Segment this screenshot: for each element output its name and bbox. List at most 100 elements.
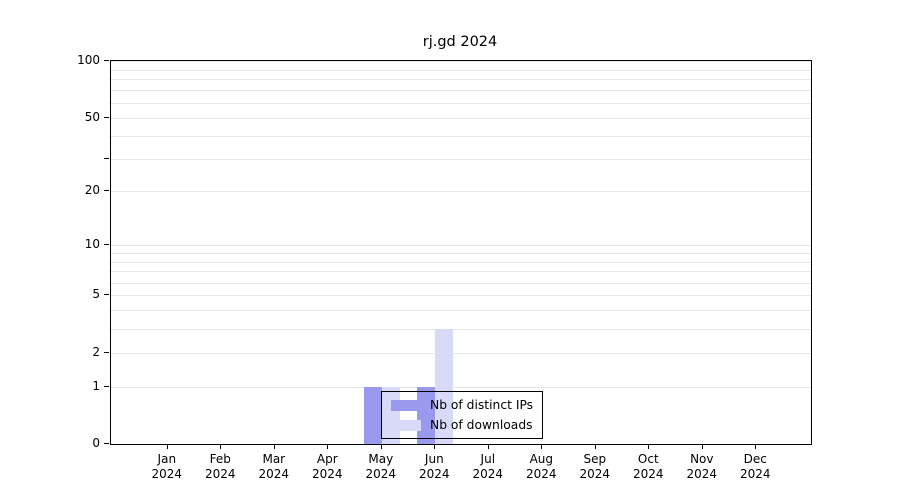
x-tick-month: Oct — [637, 452, 659, 466]
y-tick-label: 1 — [92, 378, 100, 393]
legend-label-distinct-ips: Nb of distinct IPs — [430, 398, 534, 412]
x-tick-mark — [541, 444, 543, 449]
x-tick-month: Aug — [529, 452, 554, 466]
legend-swatch-downloads-icon — [391, 419, 421, 431]
gridline — [111, 102, 811, 104]
y-tick-mark — [104, 158, 109, 159]
y-tick-mark — [104, 443, 109, 444]
x-tick-label-sep: Sep 2024 — [563, 452, 627, 482]
x-tick-label-jul: Jul 2024 — [456, 452, 520, 482]
y-tick-mark — [104, 351, 109, 353]
x-tick-year: 2024 — [205, 467, 236, 481]
x-tick-year: 2024 — [419, 467, 450, 481]
gridline — [111, 117, 811, 119]
gridline — [111, 61, 811, 62]
x-tick-mark — [434, 444, 436, 449]
chart-title: rj.gd 2024 — [422, 34, 498, 50]
x-tick-month: May — [368, 452, 394, 466]
x-tick-mark — [755, 444, 757, 449]
x-tick-mark — [701, 444, 703, 449]
x-tick-label-apr: Apr 2024 — [295, 452, 359, 482]
x-tick-month: Jul — [480, 452, 496, 466]
x-tick-label-dec: Dec 2024 — [723, 452, 787, 482]
y-tick-mark — [104, 116, 109, 118]
gridline — [111, 79, 811, 81]
x-tick-label-jun: Jun 2024 — [402, 452, 466, 482]
gridline — [111, 329, 811, 330]
x-tick-year: 2024 — [526, 467, 557, 481]
y-tick-mark — [104, 60, 109, 61]
x-tick-month: Sep — [583, 452, 607, 466]
bar-jun-distinct-ips — [417, 386, 436, 444]
x-tick-mark — [166, 444, 168, 449]
x-tick-mark — [594, 444, 596, 449]
gridline — [111, 352, 811, 354]
gridline — [111, 386, 811, 388]
y-tick-label: 0 — [92, 436, 100, 450]
x-tick-year: 2024 — [686, 467, 718, 481]
bar-may-distinct-ips — [363, 386, 382, 444]
y-tick-label: 20 — [84, 183, 100, 198]
y-tick-label: 5 — [92, 287, 100, 302]
x-tick-month: Jun — [424, 452, 444, 466]
x-tick-label-may: May 2024 — [349, 452, 413, 482]
y-tick-mark — [104, 244, 109, 245]
legend-item-downloads: Nb of downloads — [391, 416, 533, 434]
gridline — [111, 252, 811, 254]
y-tick-mark — [104, 385, 109, 387]
gridline — [111, 271, 811, 273]
legend-swatch-distinct-ips-icon — [391, 399, 421, 411]
legend-label-downloads: Nb of downloads — [430, 418, 533, 432]
gridline — [111, 261, 811, 263]
x-tick-month: Nov — [690, 452, 714, 466]
x-tick-mark — [380, 444, 382, 449]
x-tick-year: 2024 — [472, 467, 504, 481]
x-tick-year: 2024 — [258, 467, 290, 481]
gridline — [111, 135, 811, 137]
y-tick-label: 100 — [77, 53, 100, 67]
x-tick-year: 2024 — [151, 467, 183, 481]
x-tick-label-oct: Oct 2024 — [616, 452, 680, 482]
gridline — [111, 282, 811, 284]
x-tick-year: 2024 — [365, 467, 397, 481]
x-tick-mark — [648, 444, 650, 449]
x-tick-month: Jan — [157, 452, 177, 466]
gridline — [111, 245, 811, 246]
gridline — [111, 159, 811, 160]
x-tick-month: Feb — [209, 452, 231, 466]
x-tick-mark — [220, 444, 222, 449]
x-tick-year: 2024 — [633, 467, 664, 481]
x-tick-label-aug: Aug 2024 — [509, 452, 573, 482]
gridline — [111, 90, 811, 92]
x-tick-month: Mar — [262, 452, 286, 466]
y-tick-label: 50 — [84, 109, 100, 124]
legend: Nb of distinct IPs Nb of downloads — [381, 391, 544, 439]
x-tick-mark — [327, 444, 329, 449]
gridline — [111, 69, 811, 71]
x-tick-month: Dec — [743, 452, 767, 466]
x-tick-label-jan: Jan 2024 — [135, 452, 199, 482]
y-tick-mark — [104, 190, 109, 192]
x-tick-label-feb: Feb 2024 — [188, 452, 252, 482]
gridline — [111, 295, 811, 297]
x-tick-year: 2024 — [312, 467, 343, 481]
x-tick-label-mar: Mar 2024 — [242, 452, 306, 482]
gridline — [111, 191, 811, 193]
legend-item-distinct-ips: Nb of distinct IPs — [391, 396, 533, 414]
y-tick-mark — [104, 294, 109, 296]
y-tick-label: 2 — [92, 344, 100, 359]
gridlines-layer — [111, 61, 811, 444]
x-tick-year: 2024 — [579, 467, 611, 481]
x-tick-month: Apr — [316, 452, 338, 466]
bar-jun-downloads — [435, 329, 454, 444]
plot-area: Nb of distinct IPs Nb of downloads — [110, 60, 812, 445]
x-tick-year: 2024 — [740, 467, 771, 481]
x-tick-mark — [487, 444, 489, 449]
y-tick-label: 10 — [84, 237, 100, 251]
gridline — [111, 310, 811, 312]
x-tick-mark — [273, 444, 275, 449]
x-tick-label-nov: Nov 2024 — [670, 452, 734, 482]
